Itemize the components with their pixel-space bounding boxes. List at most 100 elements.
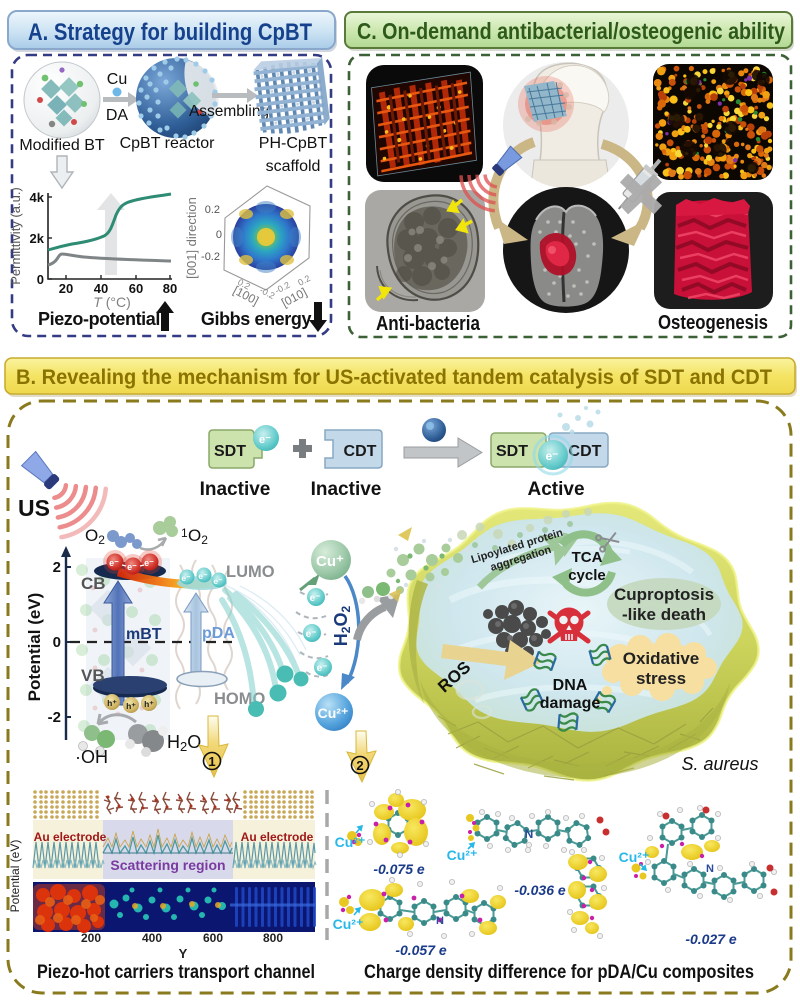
svg-text:0.2: 0.2 <box>205 204 220 216</box>
svg-text:Osteogenesis: Osteogenesis <box>658 312 768 334</box>
svg-text:e⁻: e⁻ <box>310 593 321 604</box>
svg-text:N: N <box>525 827 534 841</box>
svg-text:stress: stress <box>636 669 686 688</box>
svg-text:CpBT reactor: CpBT reactor <box>120 135 216 152</box>
svg-text:1: 1 <box>181 526 188 540</box>
svg-text:Active: Active <box>527 479 584 500</box>
svg-text:-0.075 e: -0.075 e <box>373 861 425 877</box>
svg-text:DNA: DNA <box>553 677 588 694</box>
svg-text:e⁻: e⁻ <box>306 629 317 640</box>
svg-text:DA: DA <box>106 107 129 124</box>
svg-text:-like death: -like death <box>622 605 706 624</box>
svg-text:Cu: Cu <box>107 71 127 88</box>
svg-text:SDT: SDT <box>214 443 246 460</box>
svg-text:N: N <box>706 863 714 875</box>
svg-text:h⁺: h⁺ <box>144 699 154 709</box>
svg-text:-2: -2 <box>48 709 61 726</box>
svg-text:-0.2: -0.2 <box>201 251 220 263</box>
svg-text:Modified BT: Modified BT <box>19 137 105 154</box>
svg-text:CDT: CDT <box>569 443 602 460</box>
svg-text:CDT: CDT <box>344 443 377 460</box>
svg-text:S. aureus: S. aureus <box>681 754 758 774</box>
svg-text:e⁻: e⁻ <box>127 562 137 572</box>
svg-text:e⁻: e⁻ <box>213 576 223 586</box>
svg-text:damage: damage <box>540 695 601 712</box>
svg-text:0: 0 <box>216 229 222 241</box>
svg-text:-0.036 e: -0.036 e <box>514 882 566 898</box>
svg-text:Cu²⁺: Cu²⁺ <box>318 705 349 721</box>
svg-text:Anti-bacteria: Anti-bacteria <box>376 313 481 335</box>
svg-text:200: 200 <box>81 931 101 945</box>
svg-text:pDA: pDA <box>202 625 235 642</box>
svg-text:N: N <box>436 915 444 927</box>
svg-text:e⁻: e⁻ <box>144 558 154 568</box>
svg-text:e⁻: e⁻ <box>545 449 558 463</box>
svg-text:LUMO: LUMO <box>226 563 275 581</box>
svg-text:Piezo-hot carriers transport c: Piezo-hot carriers transport channel <box>37 962 315 983</box>
svg-text:600: 600 <box>203 931 223 945</box>
svg-text:Scattering region: Scattering region <box>110 857 225 873</box>
svg-text:0: 0 <box>37 272 44 287</box>
svg-text:scaffold: scaffold <box>266 158 321 175</box>
svg-text:O2: O2 <box>188 526 208 547</box>
svg-text:SDT: SDT <box>496 443 528 460</box>
svg-text:H2O: H2O <box>167 732 201 754</box>
svg-text:400: 400 <box>142 931 162 945</box>
svg-text:e⁻: e⁻ <box>317 663 328 674</box>
svg-text:[001] direction: [001] direction <box>184 197 199 279</box>
svg-text:4k: 4k <box>30 190 45 205</box>
svg-text:US: US <box>18 495 50 521</box>
svg-text:60: 60 <box>129 281 143 296</box>
svg-text:Permittivity (a.u.): Permittivity (a.u.) <box>8 187 23 285</box>
svg-text:2: 2 <box>356 758 363 773</box>
svg-text:A. Strategy for building CpBT: A. Strategy for building CpBT <box>28 19 312 46</box>
svg-text:e⁻: e⁻ <box>109 558 119 568</box>
svg-text:e⁻: e⁻ <box>181 573 191 583</box>
svg-text:cycle: cycle <box>568 567 606 584</box>
svg-text:Inactive: Inactive <box>200 479 271 500</box>
svg-text:2k: 2k <box>30 231 45 246</box>
svg-text:1: 1 <box>208 754 215 769</box>
svg-text:Cu²⁺: Cu²⁺ <box>333 916 364 932</box>
svg-text:mBT: mBT <box>126 626 162 643</box>
svg-text:B. Revealing the mechanism fo: B. Revealing the mechanism for US-activa… <box>16 366 772 389</box>
svg-text:Cu²⁺: Cu²⁺ <box>335 834 366 850</box>
svg-text:PH-CpBT: PH-CpBT <box>259 135 328 152</box>
svg-text:e⁻: e⁻ <box>259 434 271 446</box>
svg-text:Cu²⁺: Cu²⁺ <box>447 847 478 863</box>
svg-text:h⁺: h⁺ <box>107 698 117 708</box>
svg-text:VB: VB <box>81 666 105 685</box>
svg-text:Cuproptosis: Cuproptosis <box>614 585 714 604</box>
svg-text:C. On-demand antibacterial/os: C. On-demand antibacterial/osteogenic ab… <box>357 18 785 44</box>
svg-text:Inactive: Inactive <box>311 479 382 500</box>
svg-text:80: 80 <box>163 281 177 296</box>
svg-text:Y: Y <box>179 946 188 961</box>
svg-text:40: 40 <box>94 281 108 296</box>
svg-text:Piezo-potential: Piezo-potential <box>38 309 160 329</box>
svg-text:800: 800 <box>263 931 283 945</box>
svg-text:Au electrode: Au electrode <box>241 830 314 844</box>
svg-text:-0.027 e: -0.027 e <box>685 931 737 947</box>
svg-text:O2: O2 <box>85 526 105 547</box>
svg-text:Assembling: Assembling <box>189 103 269 120</box>
svg-text:H2O2: H2O2 <box>331 605 353 646</box>
svg-text:·OH: ·OH <box>75 747 108 767</box>
svg-text:Gibbs energy: Gibbs energy <box>201 309 312 329</box>
svg-text:2: 2 <box>53 559 61 576</box>
svg-text:T (°C): T (°C) <box>93 294 131 310</box>
svg-text:e⁻: e⁻ <box>198 571 208 581</box>
svg-text:-0.057 e: -0.057 e <box>395 942 447 958</box>
svg-text:0.2: 0.2 <box>296 273 312 288</box>
svg-text:20: 20 <box>59 281 73 296</box>
svg-text:TCA: TCA <box>572 549 603 566</box>
svg-text:Potential (eV): Potential (eV) <box>8 840 22 913</box>
svg-text:Charge density difference for: Charge density difference for pDA/Cu com… <box>364 962 754 983</box>
svg-text:CB: CB <box>81 574 106 593</box>
svg-text:Potential (eV): Potential (eV) <box>25 593 44 702</box>
svg-text:0: 0 <box>53 634 61 651</box>
svg-text:h⁺: h⁺ <box>126 701 136 711</box>
svg-text:Oxidative: Oxidative <box>623 649 700 668</box>
svg-text:Cu²⁺: Cu²⁺ <box>619 849 650 865</box>
svg-text:Au electrode: Au electrode <box>34 830 107 844</box>
svg-text:Cu⁺: Cu⁺ <box>316 553 344 570</box>
